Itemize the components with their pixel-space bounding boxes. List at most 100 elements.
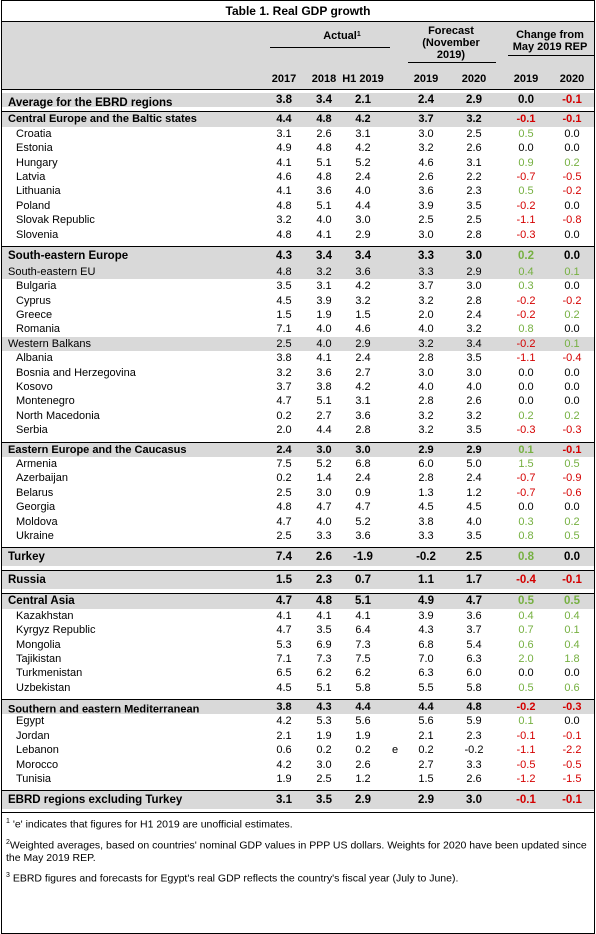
cell-value: -0.7 (516, 486, 536, 499)
cell-value: 4.7 (316, 501, 332, 514)
cell-value: 4.0 (316, 214, 332, 227)
table-row: Tunisia 1.9 2.5 1.2 1.5 2.6 -1.2 -1.5 (2, 772, 594, 786)
group-separator (2, 242, 594, 247)
cell-value: 3.2 (316, 265, 332, 278)
footnote: 1 'e' indicates that figures for H1 2019… (2, 813, 594, 834)
cell-value: 5.2 (316, 457, 332, 470)
cell-value: 0.4 (518, 265, 534, 278)
col-h1-2019: H1 2019 (342, 73, 384, 85)
cell-value: 3.9 (418, 609, 434, 622)
cell-value: 2.0 (418, 309, 434, 322)
cell-value: 5.1 (355, 595, 371, 608)
cell-value: 0.1 (518, 715, 534, 728)
cell-value: 4.2 (355, 142, 371, 155)
cell-value: 2.9 (355, 794, 371, 807)
col-2018: 2018 (311, 73, 337, 85)
cell-value: 2.1 (418, 729, 434, 742)
group-separator (2, 786, 594, 792)
cell-value: 0.2 (316, 744, 332, 757)
table-row: Kazakhstan 4.1 4.1 4.1 3.9 3.6 0.4 0.4 (2, 609, 594, 623)
row-label: Jordan (16, 729, 50, 742)
footnote: 2Weighted averages, based on countries' … (2, 834, 594, 868)
row-label: Montenegro (16, 395, 75, 408)
row-label: Turkey (8, 551, 45, 564)
cell-value: 1.9 (316, 309, 332, 322)
cell-value: -0.8 (562, 214, 582, 227)
cell-value: -0.3 (516, 228, 536, 241)
cell-value: 5.3 (276, 638, 292, 651)
cell-value: 2.3 (466, 729, 482, 742)
row-label: Ukraine (16, 529, 54, 542)
cell-value: 1.5 (518, 457, 534, 470)
cell-value: 4.1 (316, 609, 332, 622)
row-label: Russia (8, 574, 46, 587)
col-forecast-2019: 2019 (413, 73, 439, 85)
row-label: Poland (16, 199, 51, 212)
cell-value: -0.1 (562, 729, 582, 742)
footnote-text: 'e' indicates that figures for H1 2019 a… (9, 818, 293, 831)
cell-value: 0.7 (518, 624, 534, 637)
estimate-marker: e (391, 744, 399, 757)
cell-value: 4.8 (316, 170, 332, 183)
cell-value: 3.2 (276, 214, 292, 227)
cell-value: 0.0 (564, 199, 580, 212)
cell-value: 4.1 (316, 228, 332, 241)
cell-value: -1.5 (562, 773, 582, 786)
table-row: Poland 4.8 5.1 4.4 3.9 3.5 -0.2 0.0 (2, 199, 594, 213)
header-forecast: Forecast (November 2019) (406, 25, 496, 61)
row-label: Estonia (16, 142, 53, 155)
cell-value: 4.8 (276, 501, 292, 514)
cell-value: 0.0 (564, 228, 580, 241)
row-label: Georgia (16, 501, 56, 514)
cell-value: 0.2 (518, 409, 534, 422)
cell-value: 0.4 (564, 609, 580, 622)
cell-value: 4.6 (276, 170, 292, 183)
cell-value: 2.4 (276, 443, 292, 456)
cell-value: 2.0 (518, 652, 534, 665)
cell-value: 3.6 (355, 409, 371, 422)
group-separator (2, 566, 594, 572)
cell-value: 0.1 (518, 443, 534, 456)
table-row: Georgia 4.8 4.7 4.7 4.5 4.5 0.0 0.0 (2, 500, 594, 514)
cell-value: 4.0 (316, 337, 332, 350)
cell-value: 1.4 (316, 472, 332, 485)
table-header: Actual1 Forecast (November 2019) Change … (2, 22, 594, 90)
row-label: Central Europe and the Baltic states (8, 113, 197, 126)
cell-value: 4.7 (276, 515, 292, 528)
header-forecast-l1: Forecast (428, 25, 474, 37)
cell-value: 3.6 (355, 529, 371, 542)
cell-value: 3.1 (276, 127, 292, 140)
cell-value: -1.9 (353, 551, 373, 564)
cell-value: 1.2 (466, 486, 482, 499)
table-row: Kyrgyz Republic 4.7 3.5 6.4 4.3 3.7 0.7 0.1 (2, 623, 594, 637)
row-label: Lebanon (16, 744, 59, 757)
cell-value: 5.1 (316, 156, 332, 169)
cell-value: 3.7 (466, 624, 482, 637)
cell-value: 5.9 (466, 715, 482, 728)
cell-value: 2.1 (276, 729, 292, 742)
cell-value: 0.8 (518, 551, 534, 564)
cell-value: 3.9 (418, 199, 434, 212)
cell-value: 0.8 (518, 323, 534, 336)
cell-value: 0.0 (518, 501, 534, 514)
cell-value: 3.6 (316, 366, 332, 379)
cell-value: 3.1 (355, 127, 371, 140)
cell-value: 0.5 (564, 457, 580, 470)
table-row: Serbia 2.0 4.4 2.8 3.2 3.5 -0.3 -0.3 (2, 423, 594, 437)
cell-value: 7.1 (276, 323, 292, 336)
cell-value: 4.1 (316, 352, 332, 365)
header-forecast-l3: 2019) (436, 49, 466, 61)
cell-value: 4.3 (418, 624, 434, 637)
cell-value: 4.9 (418, 595, 434, 608)
cell-value: 6.4 (355, 624, 371, 637)
cell-value: 6.2 (355, 667, 371, 680)
row-label: Cyprus (16, 294, 51, 307)
group-separator (2, 589, 594, 595)
cell-value: 0.0 (564, 127, 580, 140)
cell-value: 2.6 (355, 758, 371, 771)
table-row: Turkey 7.4 2.6 -1.9 -0.2 2.5 0.8 0.0 (2, 548, 594, 567)
table-row: Jordan 2.1 1.9 1.9 2.1 2.3 -0.1 -0.1 (2, 729, 594, 743)
cell-value: 0.2 (355, 744, 371, 757)
cell-value: 0.2 (518, 249, 534, 262)
